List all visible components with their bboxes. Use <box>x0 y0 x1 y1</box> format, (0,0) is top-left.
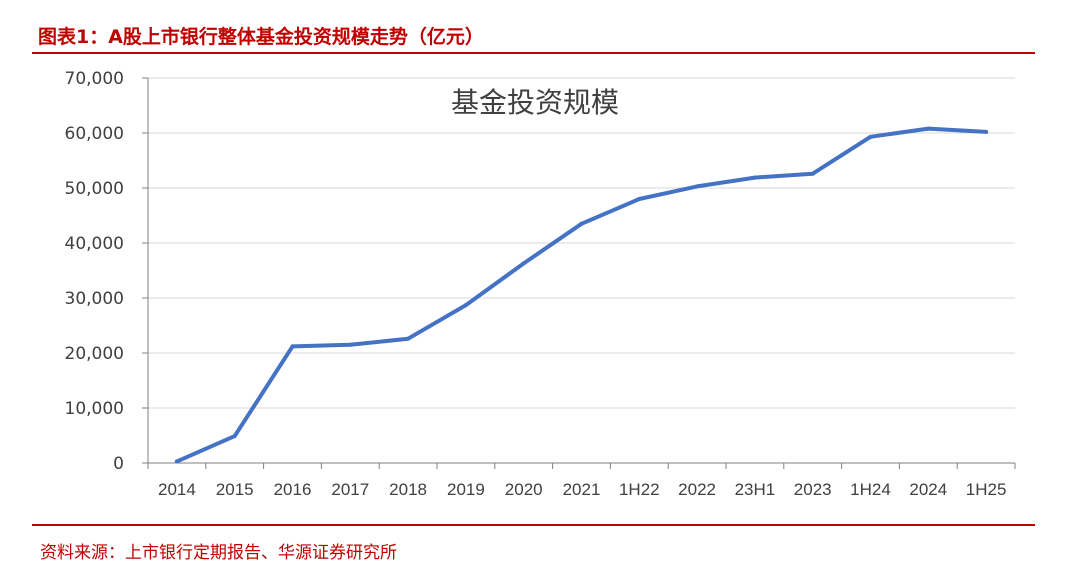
y-tick-label: 50,000 <box>65 179 124 199</box>
source-note: 资料来源：上市银行定期报告、华源证券研究所 <box>40 543 397 563</box>
x-tick-label: 2017 <box>331 480 369 499</box>
y-tick-label: 60,000 <box>65 124 124 144</box>
figure-title: 图表1：A股上市银行整体基金投资规模走势（亿元） <box>38 26 484 48</box>
x-tick-label: 2016 <box>274 480 312 499</box>
y-tick-label: 30,000 <box>65 289 124 309</box>
y-tick-label: 70,000 <box>65 69 124 89</box>
x-tick-label: 1H24 <box>850 480 891 499</box>
data-point <box>926 126 931 131</box>
x-tick-label: 2023 <box>794 480 832 499</box>
data-point <box>868 134 873 139</box>
data-point <box>810 171 815 176</box>
grid-lines <box>148 77 1015 409</box>
data-point <box>232 434 237 439</box>
x-tick-label: 2015 <box>216 480 254 499</box>
series-path <box>174 126 989 464</box>
y-tick-label: 0 <box>113 454 124 474</box>
data-point <box>521 261 526 266</box>
series-line <box>174 126 989 464</box>
line-chart: 0 10,000 20,000 30,000 40,000 50,000 60,000 70,… <box>65 69 1016 499</box>
x-tick-label: 2018 <box>389 480 427 499</box>
data-point <box>752 175 757 180</box>
y-tick-label: 10,000 <box>65 399 124 419</box>
data-point <box>637 197 642 201</box>
data-point <box>463 303 468 308</box>
title-divider <box>32 52 1035 54</box>
data-point <box>984 129 989 134</box>
data-point <box>174 459 179 464</box>
data-point <box>348 342 353 347</box>
x-tick-label: 2019 <box>447 480 485 499</box>
data-point <box>290 344 295 349</box>
x-tick-label: 2014 <box>158 480 196 499</box>
x-tick-label: 1H25 <box>966 480 1007 499</box>
data-point <box>695 184 700 189</box>
data-point <box>579 221 584 226</box>
x-tick-label: 23H1 <box>735 480 776 499</box>
x-tick-label: 2020 <box>505 480 543 499</box>
y-axis: 0 10,000 20,000 30,000 40,000 50,000 60,000 70,… <box>65 69 149 474</box>
source-divider <box>32 524 1035 526</box>
x-tick-label: 2022 <box>678 480 716 499</box>
y-tick-label: 20,000 <box>65 344 124 364</box>
chart-title: 基金投资规模 <box>451 86 619 119</box>
x-tick-label: 1H22 <box>619 480 660 499</box>
x-tick-label: 2024 <box>909 480 947 499</box>
x-axis: 2014 2015 2016 2017 2018 2019 2020 2021 1H22 2022… <box>147 462 1016 499</box>
data-point <box>406 336 411 341</box>
y-tick-label: 40,000 <box>65 234 124 254</box>
x-tick-label: 2021 <box>563 480 601 499</box>
